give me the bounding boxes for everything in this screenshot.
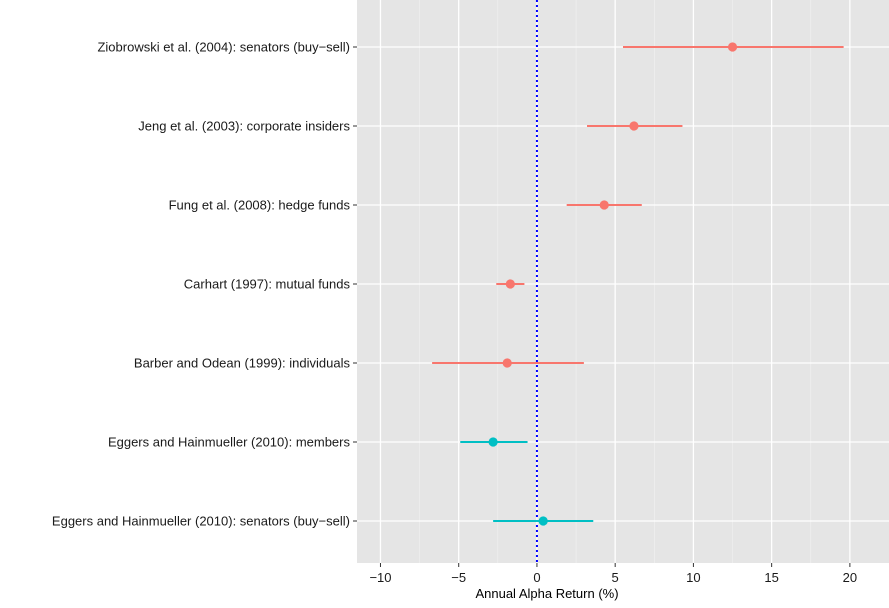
category-label: Jeng et al. (2003): corporate insiders <box>138 119 350 134</box>
x-tick-label: 10 <box>686 570 700 585</box>
category-label: Eggers and Hainmueller (2010): members <box>108 435 351 450</box>
plot-panel <box>357 0 889 563</box>
point-estimate <box>599 200 609 210</box>
x-tick-label: 20 <box>843 570 857 585</box>
x-tick-label: −5 <box>451 570 466 585</box>
point-estimate <box>629 121 639 131</box>
x-tick-label: 5 <box>612 570 619 585</box>
point-estimate <box>538 516 548 526</box>
data-marks <box>432 42 844 526</box>
category-label: Barber and Odean (1999): individuals <box>134 356 351 371</box>
category-label: Ziobrowski et al. (2004): senators (buy−… <box>97 40 350 55</box>
x-tick-label: 0 <box>533 570 540 585</box>
x-axis: −10 −5 0 5 10 15 20 <box>369 563 857 585</box>
category-label: Carhart (1997): mutual funds <box>184 277 351 292</box>
point-estimate <box>727 42 738 52</box>
point-estimate <box>502 358 512 368</box>
point-estimate <box>488 437 498 447</box>
category-label: Fung et al. (2008): hedge funds <box>169 198 351 213</box>
x-axis-title: Annual Alpha Return (%) <box>475 586 618 601</box>
point-estimate <box>505 279 515 289</box>
category-labels: Ziobrowski et al. (2004): senators (buy−… <box>52 40 357 529</box>
x-tick-label: 15 <box>764 570 778 585</box>
category-label: Eggers and Hainmueller (2010): senators … <box>52 514 350 529</box>
x-tick-label: −10 <box>369 570 391 585</box>
